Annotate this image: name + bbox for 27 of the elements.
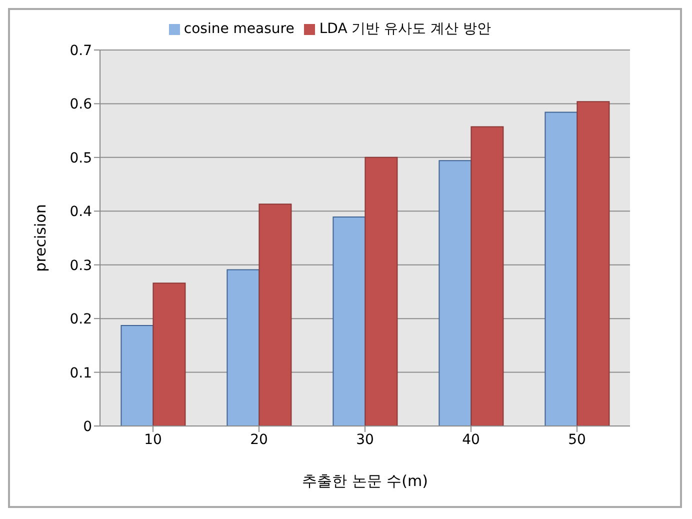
bar: [120, 325, 154, 426]
y-tick-label: 0.2: [70, 312, 92, 328]
y-tick-label: 0.3: [70, 258, 92, 274]
bar: [152, 282, 186, 426]
x-tick-label: 50: [568, 432, 586, 448]
y-tick-label: 0.6: [70, 96, 92, 113]
bar: [258, 204, 292, 426]
bar: [332, 216, 366, 426]
x-axis-title: 추출한 논문 수(m): [302, 472, 428, 490]
y-axis-title: precision: [31, 204, 50, 272]
y-tick-label: 0.1: [70, 365, 92, 382]
y-tick-label: 0.4: [70, 204, 92, 220]
x-tick-label: 20: [250, 432, 268, 448]
y-tick-label: 0.5: [70, 150, 92, 166]
bar: [438, 160, 472, 426]
legend-label: LDA 기반 유사도 계산 방안: [319, 21, 492, 37]
bar: [470, 126, 504, 426]
legend-label: cosine measure: [184, 21, 294, 37]
x-tick-label: 10: [144, 432, 162, 448]
bar: [544, 112, 578, 426]
y-tick-label: 0: [83, 418, 92, 435]
x-tick-label: 30: [356, 432, 374, 448]
bar: [226, 269, 260, 426]
x-tick-label: 40: [462, 432, 480, 448]
bar: [576, 101, 610, 426]
bar: [364, 156, 398, 426]
y-tick-label: 0.7: [70, 42, 92, 59]
